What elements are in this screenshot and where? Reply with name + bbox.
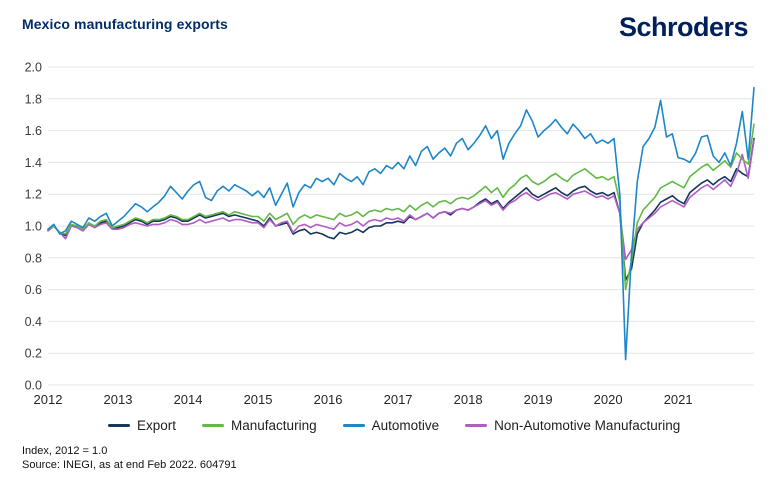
legend-item-non-automotive: Non-Automotive Manufacturing bbox=[465, 418, 680, 433]
series-line-automotive bbox=[47, 86, 755, 361]
automotive-line-swatch bbox=[342, 424, 365, 427]
y-axis-tick-label: 0.0 bbox=[25, 379, 42, 393]
legend-item-export: Export bbox=[108, 418, 176, 433]
page-title: Mexico manufacturing exports bbox=[22, 16, 228, 32]
y-axis-tick-label: 0.2 bbox=[25, 347, 42, 361]
x-axis-tick-label: 2021 bbox=[664, 392, 693, 407]
footnote-index-note: Index, 2012 = 1.0 bbox=[22, 445, 108, 457]
chart-legend: Export Manufacturing Automotive Non-Auto… bbox=[0, 418, 770, 433]
legend-label-automotive: Automotive bbox=[371, 418, 440, 433]
x-axis-tick-label: 2020 bbox=[594, 392, 623, 407]
footnote-source: Source: INEGI, as at end Feb 2022. 60479… bbox=[22, 459, 237, 472]
x-axis-tick-label: 2017 bbox=[384, 392, 413, 407]
y-axis-tick-label: 0.6 bbox=[25, 283, 42, 297]
series-line-non-automotive-manufacturing bbox=[47, 139, 755, 261]
y-axis-tick-label: 1.0 bbox=[25, 220, 42, 234]
chart-footnotes: Index, 2012 = 1.0 Source: INEGI, as at e… bbox=[22, 444, 237, 473]
x-axis-tick-label: 2018 bbox=[454, 392, 483, 407]
y-axis-tick-label: 2.0 bbox=[25, 61, 42, 75]
legend-item-automotive: Automotive bbox=[342, 418, 440, 433]
schroders-logo: Schroders bbox=[618, 12, 749, 42]
x-axis-tick-label: 2016 bbox=[314, 392, 343, 407]
x-axis-tick-label: 2013 bbox=[104, 392, 133, 407]
y-axis-tick-label: 1.2 bbox=[25, 188, 42, 202]
y-axis-tick-label: 1.6 bbox=[25, 124, 42, 138]
x-axis-tick-label: 2014 bbox=[174, 392, 203, 407]
x-axis-tick-label: 2015 bbox=[244, 392, 273, 407]
export-line-swatch bbox=[108, 424, 130, 427]
y-axis-tick-label: 0.8 bbox=[25, 251, 42, 265]
legend-item-manufacturing: Manufacturing bbox=[202, 418, 317, 433]
y-axis-tick-label: 1.4 bbox=[25, 156, 42, 170]
x-axis-tick-label: 2012 bbox=[34, 392, 63, 407]
y-axis-tick-label: 0.4 bbox=[25, 315, 42, 329]
x-axis-tick-label: 2019 bbox=[524, 392, 553, 407]
non-automotive-line-swatch bbox=[465, 424, 488, 427]
legend-label-export: Export bbox=[137, 418, 177, 433]
y-axis-tick-label: 1.8 bbox=[25, 92, 42, 106]
manufacturing-line-swatch bbox=[202, 424, 225, 427]
series-line-manufacturing bbox=[47, 123, 755, 291]
legend-label-non-automotive: Non-Automotive Manufacturing bbox=[494, 418, 681, 433]
series-line-export bbox=[47, 137, 755, 281]
legend-label-manufacturing: Manufacturing bbox=[231, 418, 317, 433]
